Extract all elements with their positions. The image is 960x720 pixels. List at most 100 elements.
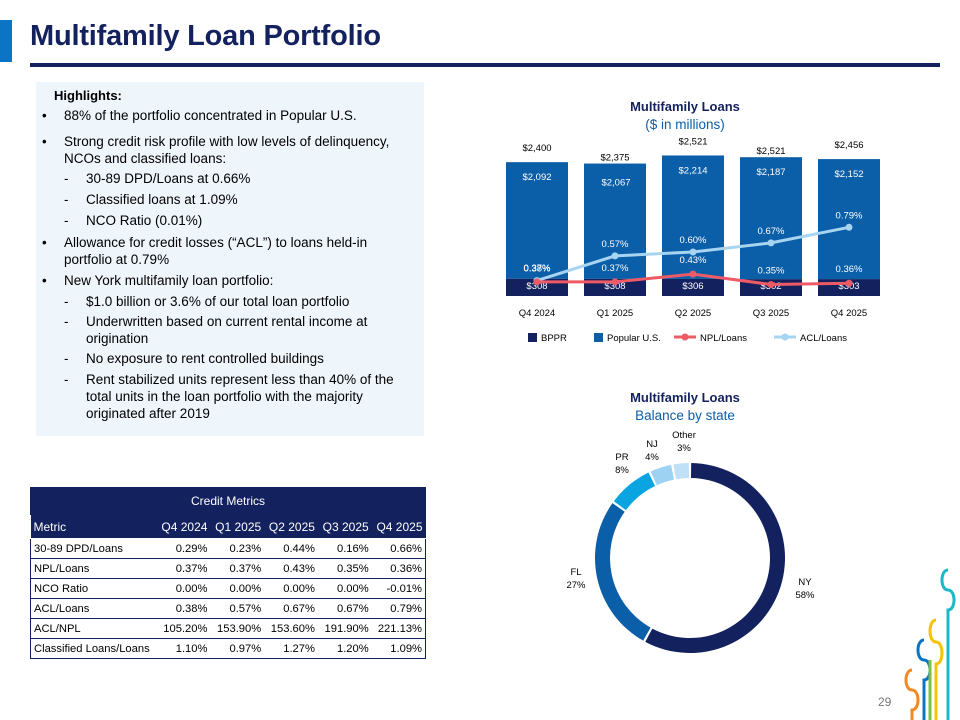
metric-value-cell: 153.90% <box>210 618 265 639</box>
dash: - <box>64 372 69 387</box>
metric-value-cell: 0.97% <box>210 638 265 659</box>
metric-value-cell: 1.27% <box>264 638 318 659</box>
slice-name-label: FL <box>570 567 581 578</box>
slice-percent-label: 4% <box>645 452 659 463</box>
dash: - <box>64 294 69 309</box>
donut-slice-fl <box>595 503 651 641</box>
metric-value-cell: -0.01% <box>371 578 426 599</box>
highlight-subitem: - NCO Ratio (0.01%) <box>64 212 416 229</box>
dash: - <box>64 192 69 207</box>
metric-value-cell: 0.66% <box>371 538 426 559</box>
dash: - <box>64 351 69 366</box>
slice-percent-label: 8% <box>615 465 629 476</box>
legend-label: ACL/Loans <box>800 333 847 344</box>
metric-value-cell: 0.57% <box>210 598 265 619</box>
bullet: • <box>42 134 47 149</box>
page-title: Multifamily Loan Portfolio <box>30 20 381 52</box>
metric-value-cell: 0.79% <box>371 598 426 619</box>
highlight-subitem: - Underwritten based on current rental i… <box>64 313 416 330</box>
acl-loans-value-label: 0.60% <box>680 235 707 246</box>
metric-value-cell: 105.20% <box>156 618 211 639</box>
popular-us-value-label: $2,152 <box>834 169 863 180</box>
highlight-text: Allowance for credit losses (“ACL”) to l… <box>64 235 368 250</box>
highlight-subitem: - $1.0 billion or 3.6% of our total loan… <box>64 293 416 310</box>
donut-slice-ny <box>645 463 785 653</box>
highlight-subitem: - Classified loans at 1.09% <box>64 191 416 208</box>
donut-slice-other <box>673 463 689 480</box>
bppr-value-label: $308 <box>526 281 547 292</box>
title-rule <box>30 63 940 67</box>
highlight-item: • Allowance for credit losses (“ACL”) to… <box>42 234 414 251</box>
donut-slice-pr <box>613 472 656 511</box>
decor-stroke-blue <box>916 638 932 720</box>
title-accent-bar <box>0 20 12 62</box>
highlight-subitem: - No exposure to rent controlled buildin… <box>64 350 416 367</box>
acl-loans-point <box>689 248 697 256</box>
popular-us-value-label: $2,214 <box>678 165 707 176</box>
popular-us-value-label: $2,092 <box>522 172 551 183</box>
slice-name-label: NJ <box>646 439 658 450</box>
dash: - <box>64 314 69 329</box>
metric-value-cell: 0.00% <box>210 578 265 599</box>
x-tick-label: Q4 2025 <box>831 308 867 319</box>
credit-metrics-table: Credit Metrics Metric Q4 2024 Q1 2025 Q2… <box>29 487 426 659</box>
legend-label: NPL/Loans <box>700 333 747 344</box>
highlight-text: $1.0 billion or 3.6% of our total loan p… <box>86 294 350 309</box>
metric-name-cell: NPL/Loans <box>29 558 157 579</box>
decor-stroke-teal <box>940 568 956 720</box>
donut-slice-nj <box>650 464 675 486</box>
legend-marker <box>781 333 789 341</box>
highlight-item: • 88% of the portfolio concentrated in P… <box>42 107 414 124</box>
table-row: NCO Ratio 0.00% 0.00% 0.00% 0.00% -0.01% <box>29 578 426 599</box>
metric-value-cell: 0.29% <box>156 538 211 559</box>
column-header: Q3 2025 <box>317 514 372 539</box>
popular-us-value-label: $2,187 <box>756 167 785 178</box>
metric-value-cell: 1.20% <box>317 638 372 659</box>
npl-loans-value-label: 0.37% <box>524 263 551 274</box>
x-tick-label: Q3 2025 <box>753 308 789 319</box>
total-value-label: $2,400 <box>522 143 551 154</box>
table-row: NPL/Loans 0.37% 0.37% 0.43% 0.35% 0.36% <box>29 558 426 579</box>
credit-metrics-table-wrapper: Credit Metrics Metric Q4 2024 Q1 2025 Q2… <box>29 487 426 659</box>
metric-value-cell: 153.60% <box>264 618 318 639</box>
legend-marker <box>681 333 689 341</box>
table-row: ACL/NPL 105.20% 153.90% 153.60% 191.90% 221.1… <box>29 618 426 639</box>
total-value-label: $2,521 <box>678 136 707 147</box>
highlight-text: Underwritten based on current rental inc… <box>86 314 368 329</box>
metric-value-cell: 0.00% <box>317 578 372 599</box>
npl-loans-value-label: 0.36% <box>836 264 863 275</box>
dash: - <box>64 171 69 186</box>
page-number: 29 <box>878 695 892 709</box>
metric-value-cell: 221.13% <box>371 618 426 639</box>
column-header: Q1 2025 <box>210 514 265 539</box>
bar-chart-title: Multifamily Loans <box>630 99 740 114</box>
slice-name-label: Other <box>672 430 696 441</box>
npl-loans-value-label: 0.43% <box>680 255 707 266</box>
metric-value-cell: 0.16% <box>317 538 372 559</box>
table-header-row: Metric Q4 2024 Q1 2025 Q2 2025 Q3 2025 Q… <box>30 514 426 539</box>
x-tick-label: Q1 2025 <box>597 308 633 319</box>
bar-chart-subtitle: ($ in millions) <box>645 117 725 132</box>
bullet: • <box>42 273 47 288</box>
npl-loans-point <box>689 270 697 278</box>
slice-percent-label: 3% <box>677 443 691 454</box>
credit-metrics-title: Credit Metrics <box>30 487 426 515</box>
legend-label: BPPR <box>541 333 567 344</box>
balance-by-state-donut-chart: NY 58% FL 27% PR 8% NJ 4% Other 3% <box>566 430 815 653</box>
donut-chart-title: Multifamily Loans <box>630 390 740 405</box>
bppr-bar <box>662 278 724 296</box>
highlight-subitem: - Rent stabilized units represent less t… <box>64 371 416 388</box>
legend-swatch <box>528 333 537 342</box>
metric-value-cell: 0.00% <box>156 578 211 599</box>
bppr-value-label: $306 <box>682 281 703 292</box>
highlight-text: originated after 2019 <box>86 406 210 421</box>
dash: - <box>64 213 69 228</box>
column-header: Metric <box>30 514 157 539</box>
table-row: Classified Loans/Loans 1.10% 0.97% 1.27% 1.2… <box>29 638 426 659</box>
metric-value-cell: 0.36% <box>371 558 426 579</box>
column-header: Q4 2025 <box>371 514 426 539</box>
metric-value-cell: 0.44% <box>264 538 318 559</box>
highlight-subitem: - 30-89 DPD/Loans at 0.66% <box>64 170 416 187</box>
x-tick-label: Q2 2025 <box>675 308 711 319</box>
table-row: 30-89 DPD/Loans 0.29% 0.23% 0.44% 0.16% 0.66% <box>29 538 426 559</box>
